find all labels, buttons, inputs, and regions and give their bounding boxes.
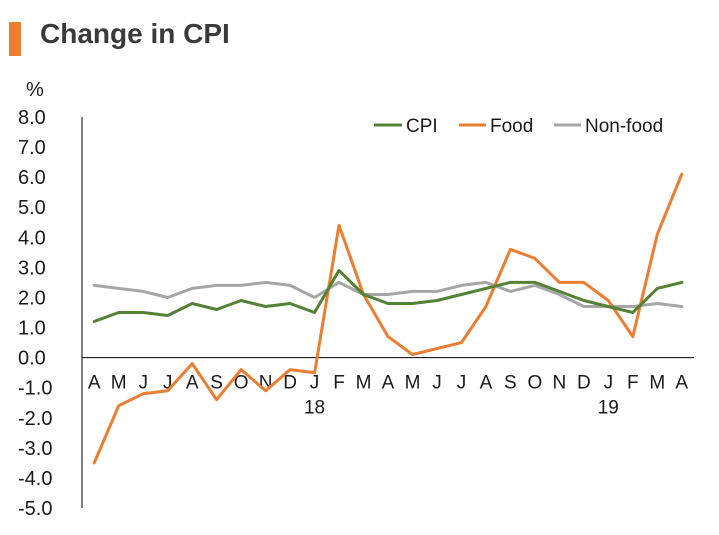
y-tick-label: 7.0	[18, 137, 46, 159]
series-line-non-food	[92, 280, 684, 308]
x-tick-label: A	[382, 373, 395, 394]
x-tick-label: J	[604, 373, 614, 394]
y-tick-label: 8.0	[18, 107, 46, 129]
x-tick-label: F	[627, 373, 639, 394]
y-tick-label: 1.0	[18, 318, 46, 340]
x-tick-label: M	[356, 373, 372, 394]
x-tick-label: S	[210, 373, 223, 394]
x-tick-label: D	[577, 373, 591, 394]
x-tick-label: J	[138, 373, 148, 394]
series-lines	[92, 172, 684, 465]
x-tick-label: A	[675, 373, 688, 394]
x-tick-label: M	[649, 373, 665, 394]
y-tick-label: 2.0	[18, 287, 46, 309]
legend-label-cpi: CPI	[406, 116, 438, 137]
x-tick-label: N	[552, 373, 566, 394]
y-tick-label: -2.0	[18, 408, 52, 430]
x-axis-ticks: A M J J A S O N D J F M A M J J A S O N D J F M A18 19	[88, 373, 689, 419]
y-axis-ticks: 8.0 7.0 6.0 5.0 4.0 3.0 2.0 1.0 0.0 -1.0 -2.0 -3.0 -…	[18, 107, 52, 520]
x-tick-label: S	[504, 373, 517, 394]
x-tick-label: M	[405, 373, 421, 394]
x-tick-label: F	[333, 373, 345, 394]
y-tick-label: 0.0	[18, 348, 46, 370]
y-tick-label: 4.0	[18, 227, 46, 249]
x-tick-label: J	[432, 373, 442, 394]
x-tick-label: A	[480, 373, 493, 394]
y-tick-label: 6.0	[18, 167, 46, 189]
series-line-food	[92, 172, 684, 465]
y-tick-label: 3.0	[18, 257, 46, 279]
y-tick-label: -4.0	[18, 468, 52, 490]
x-tick-label: M	[111, 373, 127, 394]
legend: CPI Food Non-food	[374, 116, 663, 137]
y-tick-label: -3.0	[18, 438, 52, 460]
x-tick-label: J	[457, 373, 467, 394]
x-tick-label: J	[163, 373, 173, 394]
y-tick-label: 5.0	[18, 197, 46, 219]
x-tick-label: A	[186, 373, 199, 394]
series-line-cpi	[92, 268, 684, 323]
x-tick-label: D	[283, 373, 297, 394]
x-year-label: 19	[598, 398, 619, 419]
x-tick-label: A	[88, 373, 101, 394]
x-tick-label: O	[527, 373, 542, 394]
legend-label-food: Food	[490, 116, 533, 137]
x-tick-label: O	[234, 373, 249, 394]
y-axis-unit-label: %	[26, 79, 44, 101]
chart-title: Change in CPI	[40, 18, 230, 49]
title-accent-bar	[9, 22, 21, 56]
y-tick-label: -1.0	[18, 378, 52, 400]
x-year-label: 18	[304, 398, 325, 419]
legend-label-non-food: Non-food	[585, 116, 663, 137]
y-tick-label: -5.0	[18, 498, 52, 520]
x-tick-label: J	[310, 373, 320, 394]
